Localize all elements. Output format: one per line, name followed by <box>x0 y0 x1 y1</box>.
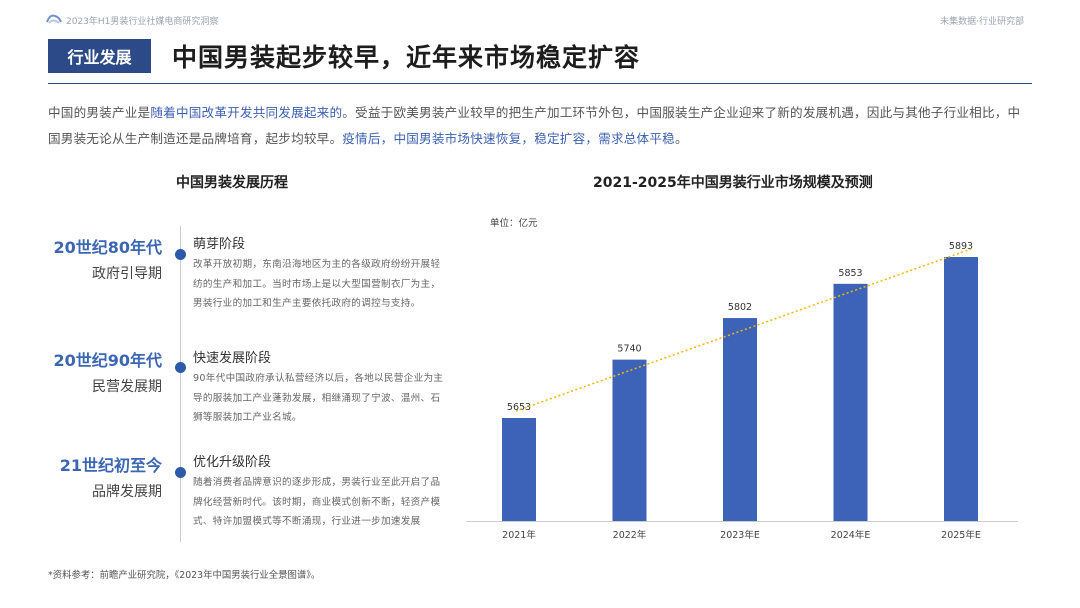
intro-highlight: 随着中国改革开发共同发展起来的 <box>150 105 343 120</box>
stage-description: 90年代中国政府承认私营经济以后，各地以民营企业为主导的服装加工产业蓬勃发展，相… <box>193 373 444 423</box>
phase-label: 民营发展期 <box>92 379 162 395</box>
data-label: 5653 <box>507 402 531 413</box>
chart-unit-label: 单位：亿元 <box>490 217 538 229</box>
source-note: *资料参考：前瞻产业研究院，《2023年中国男装行业全景图谱》。 <box>48 570 321 581</box>
timeline-era: 21世纪初至今 品牌发展期 <box>30 452 162 501</box>
report-name: 2023年H1男装行业社媒电商研究洞察 <box>66 17 219 27</box>
intro-text: 。 <box>674 131 688 146</box>
era-label: 20世纪80年代 <box>53 238 162 257</box>
intro-highlight: 中国男装市场快速恢复 <box>393 131 522 146</box>
timeline-dot <box>175 362 186 373</box>
intro-text: 中国的男装产业是 <box>48 105 151 120</box>
intro-text: 。受益于欧美男装产业较早的把生产加工环节外包，中国服装生产企业迎来了新的发展机遇… <box>48 105 1021 146</box>
stage-description: 随着消费者品牌意识的逐步形成，男装行业至此开启了品牌化经营新时代。该时期，商业模… <box>193 477 441 527</box>
chart-title: 2021-2025年中国男装行业市场规模及预测 <box>593 175 873 191</box>
timeline-dot <box>175 249 186 260</box>
intro-paragraph: 中国的男装产业是随着中国改革开发共同发展起来的。受益于欧美男装产业较早的把生产加… <box>48 100 1033 152</box>
stage-heading: 快速发展阶段 <box>193 351 272 366</box>
timeline-axis <box>180 226 181 542</box>
intro-text: ， <box>521 131 535 146</box>
intro-text: ， <box>585 131 599 146</box>
data-label: 5893 <box>949 241 973 252</box>
timeline-stage: 优化升级阶段 随着消费者品牌意识的逐步形成，男装行业至此开启了品牌化经营新时代。… <box>193 451 450 532</box>
timeline-dot <box>175 467 186 478</box>
intro-highlight: 疫情后 <box>342 131 381 146</box>
data-label: 5740 <box>617 344 641 355</box>
phase-label: 政府引导期 <box>92 266 162 282</box>
bar <box>944 257 978 521</box>
timeline-stage: 快速发展阶段 90年代中国政府承认私营经济以后，各地以民营企业为主导的服装加工产… <box>193 347 450 428</box>
brand-logo-icon <box>46 14 62 24</box>
x-tick-label: 2025年E <box>941 529 981 541</box>
title-divider <box>48 83 1032 84</box>
timeline-stage: 萌芽阶段 改革开放初期，东南沿海地区为主的各级政府纷纷开展轻纺的生产和加工。当时… <box>193 233 450 314</box>
phase-label: 品牌发展期 <box>92 484 162 500</box>
stage-description: 改革开放初期，东南沿海地区为主的各级政府纷纷开展轻纺的生产和加工。当时市场上是以… <box>193 259 441 309</box>
bar <box>612 359 647 521</box>
brand-name: 未集数据·行业研究部 <box>940 17 1024 27</box>
intro-highlight: 需求总体平稳 <box>598 131 675 146</box>
trend-line <box>515 248 972 412</box>
bar <box>723 318 757 521</box>
intro-text: ， <box>380 131 394 146</box>
bar <box>502 418 536 521</box>
section-tag: 行业发展 <box>48 39 151 73</box>
era-label: 21世纪初至今 <box>59 456 162 475</box>
data-label: 5802 <box>728 302 752 313</box>
x-tick-label: 2021年 <box>502 529 536 541</box>
top-header: 2023年H1男装行业社媒电商研究洞察 未集数据·行业研究部 <box>46 12 1034 28</box>
x-tick-label: 2023年E <box>720 529 760 541</box>
bar <box>833 283 868 521</box>
data-label: 5853 <box>838 268 862 279</box>
timeline-era: 20世纪80年代 政府引导期 <box>30 234 162 283</box>
stage-heading: 优化升级阶段 <box>193 455 272 470</box>
x-tick-label: 2024年E <box>831 529 871 541</box>
era-label: 20世纪90年代 <box>53 351 162 370</box>
stage-heading: 萌芽阶段 <box>193 237 246 252</box>
intro-highlight: 稳定扩容 <box>534 131 586 146</box>
x-tick-label: 2022年 <box>613 529 647 541</box>
slide-title: 中国男装起步较早，近年来市场稳定扩容 <box>172 43 641 72</box>
timeline-title: 中国男装发展历程 <box>176 175 288 191</box>
timeline-era: 20世纪90年代 民营发展期 <box>30 347 162 396</box>
